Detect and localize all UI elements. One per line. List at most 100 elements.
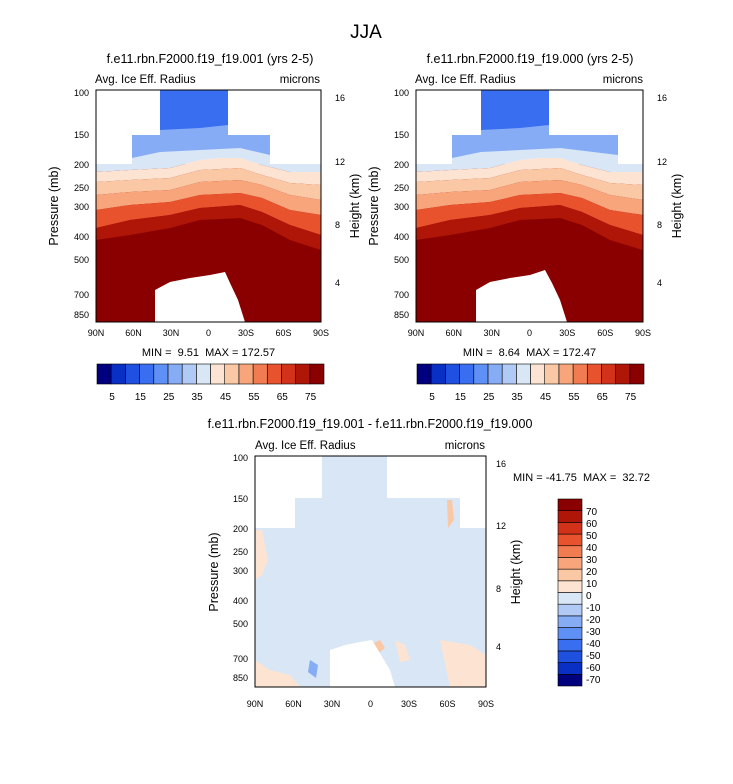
panel-2-xtick: 0 [527,328,532,338]
panel-2-colorbar-label: 15 [455,392,467,403]
colorbar-swatch [501,363,517,385]
panel-1-ytick: 200 [74,160,89,170]
panel-3-xtick: 0 [368,699,373,709]
colorbar-swatch [557,592,583,605]
colorbar-swatch [487,363,503,385]
panel-3-variable-label: Avg. Ice Eff. Radius [255,440,356,452]
colorbar-swatch [110,363,126,385]
panel-3-colorbar-label: -50 [586,651,601,662]
panel-3-colorbar-label: -30 [586,627,601,638]
panel-2-xtick: 30S [559,328,575,338]
panel-2-xtick: 90S [635,328,651,338]
panel-3-colorbar-label: 50 [586,531,598,542]
panel-3-y2tick: 12 [496,521,506,531]
panel-2-field [416,90,643,322]
panel-3-stats: MIN = -41.75 MAX = 32.72 [513,472,650,484]
panel-3-plot-area [254,455,487,688]
panel-1-xtick: 30N [163,328,180,338]
panel-3-xtick: 30N [324,699,341,709]
panel-1-xtick: 30S [238,328,254,338]
colorbar-swatch [557,522,583,535]
panel-3-ytick: 700 [233,654,248,664]
panel-3-xtick: 60N [285,699,302,709]
panel-3-colorbar-label: -40 [586,639,601,650]
panel-1-axes: 90N 60N 30N 0 30S 60S 90S 100 150 200 25… [47,88,362,359]
colorbar-swatch [557,568,583,582]
panel-2-colorbar-label: 45 [540,392,552,403]
panel-2-ytick: 400 [394,232,409,242]
colorbar-swatch [281,363,296,385]
colorbar-swatch [557,545,583,558]
panel-3-ytick: 250 [233,547,248,557]
panel-3-colorbar-label: -10 [586,603,601,614]
panel-1-xtick: 90S [313,328,329,338]
panel-3-colorbar-label: -60 [586,663,601,674]
colorbar-swatch [430,363,446,385]
panel-1-colorbar-label: 65 [277,392,289,403]
panel-2-xtick: 30N [483,328,500,338]
panel-1-y2tick: 4 [335,278,340,288]
panel-2-colorbar: 5 15 25 35 45 55 65 75 [416,363,645,403]
panel-2-title: f.e11.rbn.F2000.f19_f19.000 (yrs 2-5) [427,52,634,66]
panel-2-colorbar-label: 65 [597,392,609,403]
panel-3-xtick: 60S [439,699,455,709]
colorbar-swatch [196,363,211,385]
panel-3-ylabel: Pressure (mb) [207,532,221,611]
colorbar-swatch [557,627,583,640]
figure-title: JJA [350,22,382,43]
panel-2-stats: MIN = 8.64 MAX = 172.47 [463,347,596,359]
panel-1-ytick: 150 [74,130,89,140]
colorbar-swatch [586,363,602,385]
panel-2-y2tick: 16 [657,93,667,103]
colorbar-swatch [544,363,560,385]
panel-1-stats: MIN = 9.51 MAX = 172.57 [142,347,275,359]
panel-1-colorbar-label: 55 [248,392,260,403]
panel-1-xtick: 0 [206,328,211,338]
panel-3-colorbar-label: -70 [586,675,601,686]
panel-2-ytick: 200 [394,160,409,170]
colorbar-swatch [153,363,169,385]
panel-1-colorbar-label: 25 [163,392,175,403]
colorbar-swatch [266,363,282,385]
panel-3-y2tick: 8 [496,584,501,594]
panel-3-ytick: 200 [233,524,248,534]
panel-1-xtick: 60S [275,328,291,338]
colorbar-swatch [459,363,475,385]
colorbar-swatch [557,674,583,687]
panel-3-xtick: 90S [478,699,494,709]
panel-1-y2tick: 16 [335,93,345,103]
colorbar-swatch [516,363,531,385]
panel-2-axes: 90N 60N 30N 0 30S 60S 90S 100 150 200 25… [367,88,684,359]
colorbar-swatch [252,363,268,385]
colorbar-swatch [309,363,325,385]
panel-2-ytick: 250 [394,183,409,193]
panel-3-colorbar-label: 60 [586,519,598,530]
colorbar-swatch [295,363,311,385]
panel-1-ytick: 300 [74,202,89,212]
colorbar-swatch [558,363,574,385]
colorbar-swatch [572,363,588,385]
panel-1-variable-label: Avg. Ice Eff. Radius [95,74,196,86]
panel-3: f.e11.rbn.F2000.f19_f19.001 - f.e11.rbn.… [207,417,650,709]
panel-1-ytick: 250 [74,183,89,193]
panel-3-ytick: 500 [233,619,248,629]
panel-2-ytick: 100 [394,88,409,98]
colorbar-swatch [181,363,197,385]
panel-2-xtick: 90N [408,328,425,338]
panel-3-colorbar-label: 70 [586,507,598,518]
panel-2-y2tick: 4 [657,278,662,288]
panel-3-colorbar-label: 10 [586,579,598,590]
panel-1-colorbar-label: 45 [220,392,232,403]
panel-2-ytick: 850 [394,310,409,320]
panel-2-colorbar-label: 25 [483,392,495,403]
panel-1-colorbar: 5 15 25 35 45 55 65 75 [96,363,325,403]
panel-1-colorbar-label: 5 [109,392,115,403]
panel-1-y2label: Height (km) [348,174,362,239]
panel-1-plot-area [95,89,322,323]
panel-1-ytick: 850 [74,310,89,320]
colorbar-swatch [557,662,583,675]
colorbar-swatch [473,363,489,385]
panel-2-xtick: 60S [597,328,613,338]
panel-1-y2tick: 8 [335,220,340,230]
